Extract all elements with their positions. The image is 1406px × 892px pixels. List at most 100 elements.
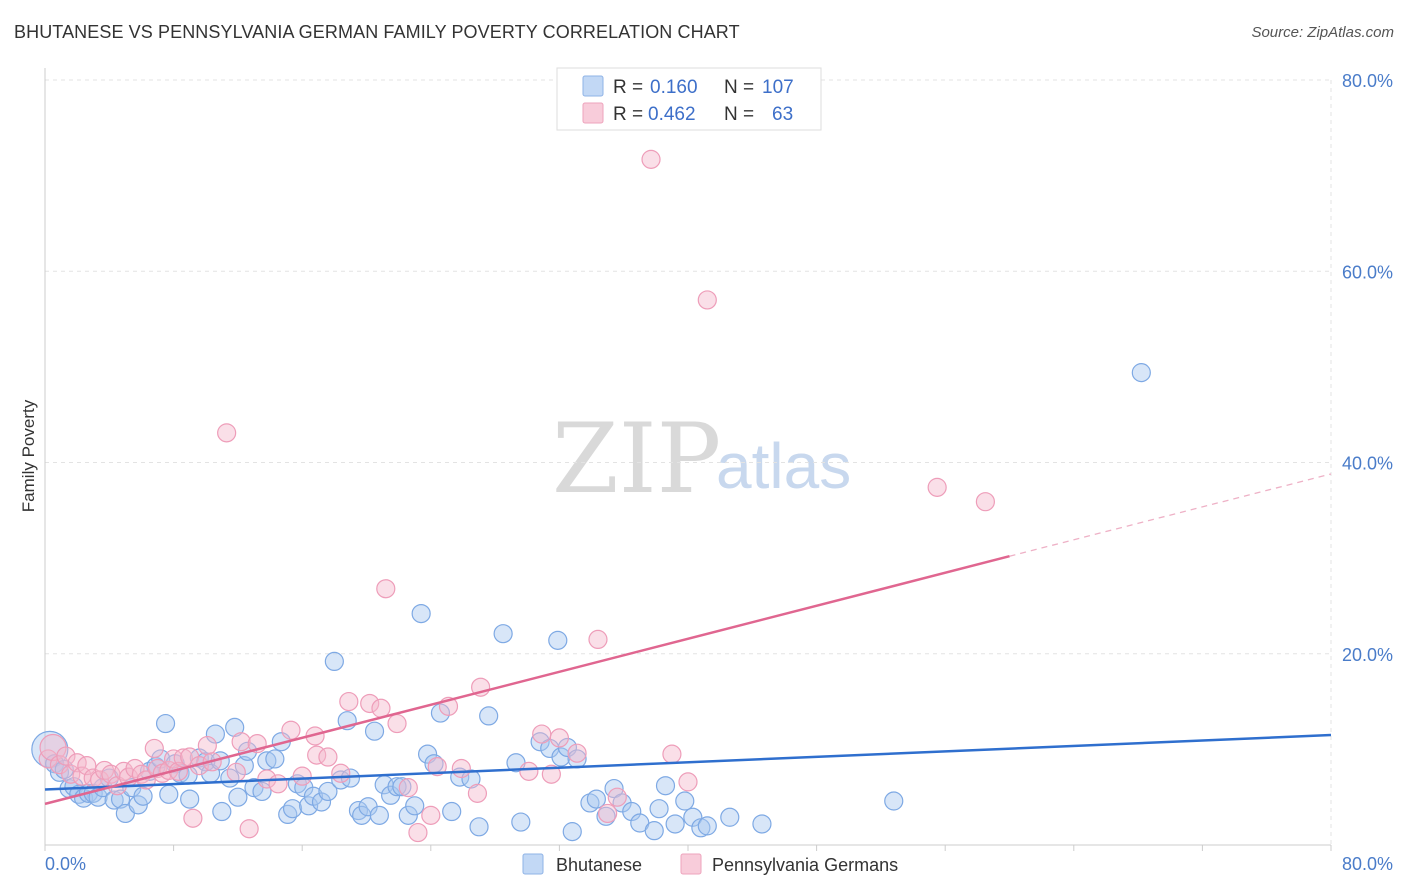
legend-n-label-blue: N = (724, 77, 754, 98)
point-pennsylvania-germans (231, 732, 251, 752)
point-bhutanese (282, 799, 303, 819)
point-bhutanese (469, 817, 489, 837)
point-pennsylvania-germans (588, 629, 608, 650)
legend-swatch-blue (582, 75, 604, 97)
point-bhutanese (318, 781, 338, 802)
point-pennsylvania-germans (598, 803, 618, 824)
point-bhutanese (675, 791, 695, 811)
point-bhutanese (225, 717, 245, 737)
bottom-legend-swatch-blue (522, 853, 544, 875)
point-bhutanese (234, 756, 254, 776)
point-bhutanese (644, 821, 664, 841)
point-pennsylvania-germans (331, 763, 351, 783)
point-pennsylvania-germans (217, 423, 237, 443)
legend-n-label-pink: N = (724, 104, 754, 125)
series-bhutanese (31, 363, 1151, 842)
legend-swatch-pink (582, 102, 604, 124)
trendline-pennsylvania-germans-extension (1009, 473, 1332, 557)
legend-r-value-blue: 0.160 (650, 77, 698, 98)
point-pennsylvania-germans (519, 761, 539, 781)
chart-title: BHUTANESE VS PENNSYLVANIA GERMAN FAMILY … (14, 22, 740, 42)
point-pennsylvania-germans (697, 290, 717, 310)
point-pennsylvania-germans (607, 787, 627, 807)
point-bhutanese (299, 796, 319, 816)
point-bhutanese (655, 776, 676, 796)
tick-labels: 20.0% 40.0% 60.0% 80.0% 0.0% 80.0% (45, 71, 1393, 874)
point-bhutanese (369, 805, 389, 825)
point-bhutanese (311, 792, 332, 812)
point-bhutanese (1131, 363, 1151, 383)
point-bhutanese (180, 789, 200, 809)
trend-lines (44, 473, 1332, 806)
point-bhutanese (364, 721, 385, 741)
point-bhutanese (548, 630, 568, 650)
y-tick-label: 40.0% (1342, 454, 1393, 474)
point-bhutanese (228, 787, 248, 807)
legend-r-label-blue: R = (613, 77, 643, 98)
legend-n-value-blue: 107 (762, 77, 794, 98)
point-bhutanese (586, 789, 606, 809)
point-pennsylvania-germans (541, 764, 561, 784)
y-tick-label: 60.0% (1342, 262, 1393, 282)
y-axis-label: Family Poverty (19, 399, 38, 512)
point-bhutanese (649, 799, 669, 819)
bottom-legend-label-pennsylvania-germans: Pennsylvania Germans (712, 855, 898, 875)
point-pennsylvania-germans (398, 778, 418, 798)
trendline-pennsylvania-germans (44, 555, 1010, 806)
point-bhutanese (511, 812, 531, 832)
point-pennsylvania-germans (144, 738, 164, 759)
y-tick-label: 20.0% (1342, 645, 1393, 665)
legend-r-value-pink: 0.462 (648, 104, 696, 125)
point-bhutanese (442, 801, 462, 822)
point-pennsylvania-germans (197, 735, 217, 756)
point-pennsylvania-germans (281, 720, 301, 740)
point-bhutanese (398, 805, 418, 825)
point-pennsylvania-germans (408, 822, 428, 843)
source-credit: Source: ZipAtlas.com (1251, 24, 1394, 41)
point-pennsylvania-germans (164, 749, 184, 769)
bottom-legend-swatch-pink (680, 853, 702, 875)
point-bhutanese (752, 814, 772, 834)
watermark-atlas: atlas (716, 430, 851, 502)
point-pennsylvania-germans (427, 756, 447, 777)
point-pennsylvania-germans (371, 698, 391, 718)
trendline-bhutanese (44, 733, 1332, 791)
point-bhutanese (252, 781, 272, 802)
point-bhutanese (159, 784, 179, 804)
point-bhutanese (392, 777, 412, 797)
point-pennsylvania-germans (339, 691, 359, 712)
point-bhutanese (720, 807, 740, 827)
point-pennsylvania-germans (641, 149, 661, 169)
point-bhutanese (493, 624, 513, 644)
legend: R = 0.160 N = 107 R = 0.462 N = 63 (556, 67, 822, 131)
point-bhutanese (331, 770, 351, 790)
point-bhutanese (461, 769, 481, 789)
point-pennsylvania-germans (567, 743, 587, 763)
point-pennsylvania-germans (927, 477, 947, 497)
point-bhutanese (133, 786, 153, 806)
point-bhutanese (884, 791, 904, 811)
point-bhutanese (551, 747, 571, 767)
point-bhutanese (155, 713, 176, 734)
x-tick-label-min: 0.0% (45, 854, 86, 874)
point-bhutanese (205, 724, 225, 744)
point-pennsylvania-germans (77, 756, 97, 776)
point-pennsylvania-germans (662, 744, 682, 764)
point-pennsylvania-germans (318, 747, 338, 767)
bottom-legend: Bhutanese Pennsylvania Germans (522, 853, 898, 875)
axes (44, 845, 1332, 851)
bottom-legend-label-bhutanese: Bhutanese (556, 855, 642, 875)
point-pennsylvania-germans (467, 783, 488, 803)
point-bhutanese (622, 801, 642, 822)
point-pennsylvania-germans (239, 819, 259, 839)
legend-r-label-pink: R = (613, 104, 643, 125)
point-pennsylvania-germans (183, 808, 203, 828)
point-bhutanese (324, 651, 344, 672)
point-pennsylvania-germans (360, 693, 380, 714)
point-pennsylvania-germans (268, 774, 288, 794)
point-bhutanese (479, 706, 499, 726)
point-bhutanese (104, 790, 124, 810)
point-bhutanese (697, 816, 717, 836)
point-pennsylvania-germans (56, 746, 76, 766)
